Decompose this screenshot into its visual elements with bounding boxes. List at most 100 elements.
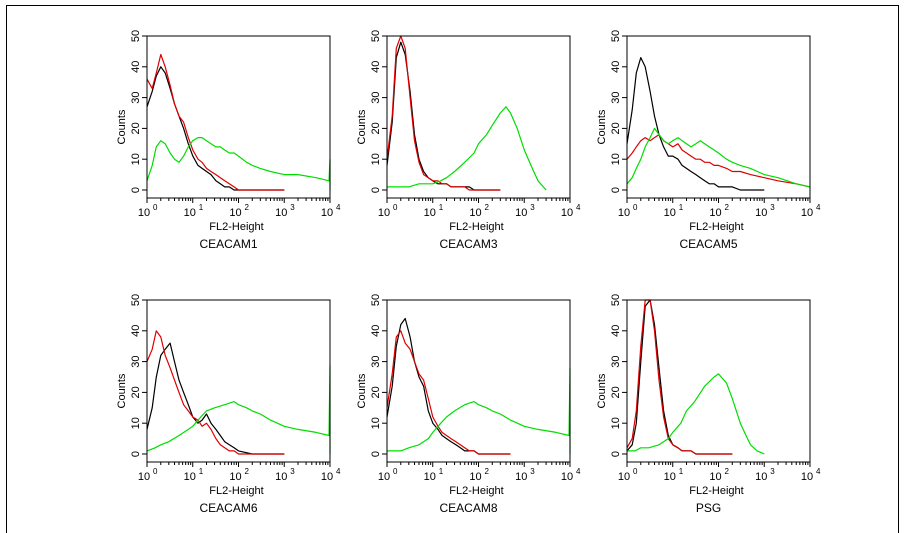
x-tick-exponent: 2 — [245, 467, 250, 476]
y-tick-label: 20 — [610, 122, 622, 134]
y-tick-label: 30 — [130, 91, 142, 103]
x-axis-label: FL2-Height — [449, 221, 503, 233]
x-tick-label: 10 — [469, 471, 481, 483]
y-tick-label: 30 — [130, 355, 142, 367]
y-tick-label: 10 — [130, 417, 142, 429]
x-tick-exponent: 1 — [199, 467, 204, 476]
panel-title: CEACAM5 — [679, 237, 737, 251]
y-tick-label: 10 — [130, 153, 142, 165]
y-tick-label: 10 — [370, 417, 382, 429]
x-tick-exponent: 0 — [153, 203, 158, 212]
x-tick-exponent: 2 — [485, 467, 490, 476]
y-tick-label: 40 — [130, 61, 142, 73]
x-tick-label: 10 — [229, 207, 241, 219]
x-tick-label: 10 — [469, 207, 481, 219]
series-line-green — [146, 364, 331, 454]
panel-title: CEACAM3 — [439, 237, 497, 251]
series-line-green — [387, 367, 571, 454]
x-tick-exponent: 0 — [393, 203, 398, 212]
x-axis-label: FL2-Height — [209, 485, 263, 497]
x-axis-label: FL2-Height — [689, 485, 743, 497]
x-tick-exponent: 3 — [530, 467, 535, 476]
x-tick-label: 10 — [275, 207, 287, 219]
y-tick-label: 30 — [370, 91, 382, 103]
plot-frame — [386, 35, 571, 199]
x-axis-label: FL2-Height — [689, 221, 743, 233]
x-tick-exponent: 2 — [725, 203, 730, 212]
x-axis-label: FL2-Height — [209, 221, 263, 233]
series-line-black — [146, 66, 285, 191]
series-line-black — [626, 56, 765, 191]
x-tick-label: 10 — [275, 471, 287, 483]
y-tick-label: 30 — [370, 355, 382, 367]
x-tick-label: 10 — [755, 207, 767, 219]
x-tick-exponent: 3 — [770, 467, 775, 476]
panel-title: CEACAM1 — [199, 237, 257, 251]
y-tick-label: 30 — [610, 355, 622, 367]
plot-frame — [146, 35, 331, 199]
series-line-green — [627, 373, 765, 455]
y-tick-label: 20 — [370, 386, 382, 398]
x-tick-label: 10 — [184, 207, 196, 219]
x-tick-exponent: 4 — [576, 203, 581, 212]
series-line-black — [386, 41, 501, 191]
x-tick-label: 10 — [709, 207, 721, 219]
figure-frame — [6, 5, 899, 533]
y-tick-label: 50 — [370, 30, 382, 42]
x-tick-exponent: 1 — [679, 467, 684, 476]
x-tick-label: 10 — [138, 207, 150, 219]
y-axis-label: Counts — [116, 109, 128, 144]
x-tick-exponent: 1 — [199, 203, 204, 212]
x-tick-label: 10 — [801, 207, 813, 219]
x-tick-exponent: 2 — [245, 203, 250, 212]
y-tick-label: 40 — [370, 61, 382, 73]
x-tick-exponent: 4 — [336, 467, 341, 476]
x-tick-exponent: 4 — [336, 203, 341, 212]
x-tick-label: 10 — [664, 471, 676, 483]
x-tick-exponent: 0 — [633, 467, 638, 476]
y-tick-label: 0 — [130, 451, 142, 457]
x-tick-exponent: 4 — [576, 467, 581, 476]
x-tick-label: 10 — [321, 471, 333, 483]
y-tick-label: 50 — [130, 30, 142, 42]
y-tick-label: 40 — [370, 325, 382, 337]
x-tick-label: 10 — [424, 471, 436, 483]
y-tick-label: 20 — [130, 386, 142, 398]
y-axis-label: Counts — [596, 373, 608, 408]
x-tick-label: 10 — [801, 471, 813, 483]
x-tick-label: 10 — [618, 207, 630, 219]
y-tick-label: 50 — [610, 294, 622, 306]
y-tick-label: 40 — [610, 325, 622, 337]
x-tick-label: 10 — [515, 207, 527, 219]
panel-title: PSG — [696, 501, 721, 515]
y-tick-label: 50 — [130, 294, 142, 306]
x-tick-exponent: 2 — [485, 203, 490, 212]
y-tick-label: 0 — [370, 187, 382, 193]
x-tick-exponent: 0 — [393, 467, 398, 476]
series-line-red — [146, 53, 285, 191]
x-tick-exponent: 1 — [439, 467, 444, 476]
y-axis-label: Counts — [356, 109, 368, 144]
series-line-green — [626, 127, 811, 188]
x-tick-exponent: 1 — [439, 203, 444, 212]
plot-frame — [386, 299, 571, 463]
x-tick-label: 10 — [561, 207, 573, 219]
x-tick-exponent: 3 — [530, 203, 535, 212]
x-tick-label: 10 — [138, 471, 150, 483]
x-tick-label: 10 — [618, 471, 630, 483]
y-tick-label: 50 — [610, 30, 622, 42]
series-line-red — [626, 299, 733, 455]
panel-title: CEACAM6 — [199, 501, 257, 515]
x-tick-exponent: 0 — [633, 203, 638, 212]
x-tick-label: 10 — [184, 471, 196, 483]
x-tick-label: 10 — [229, 471, 241, 483]
x-tick-exponent: 1 — [679, 203, 684, 212]
series-line-red — [386, 330, 511, 455]
x-tick-exponent: 2 — [725, 467, 730, 476]
series-line-red — [386, 35, 501, 191]
y-tick-label: 40 — [610, 61, 622, 73]
